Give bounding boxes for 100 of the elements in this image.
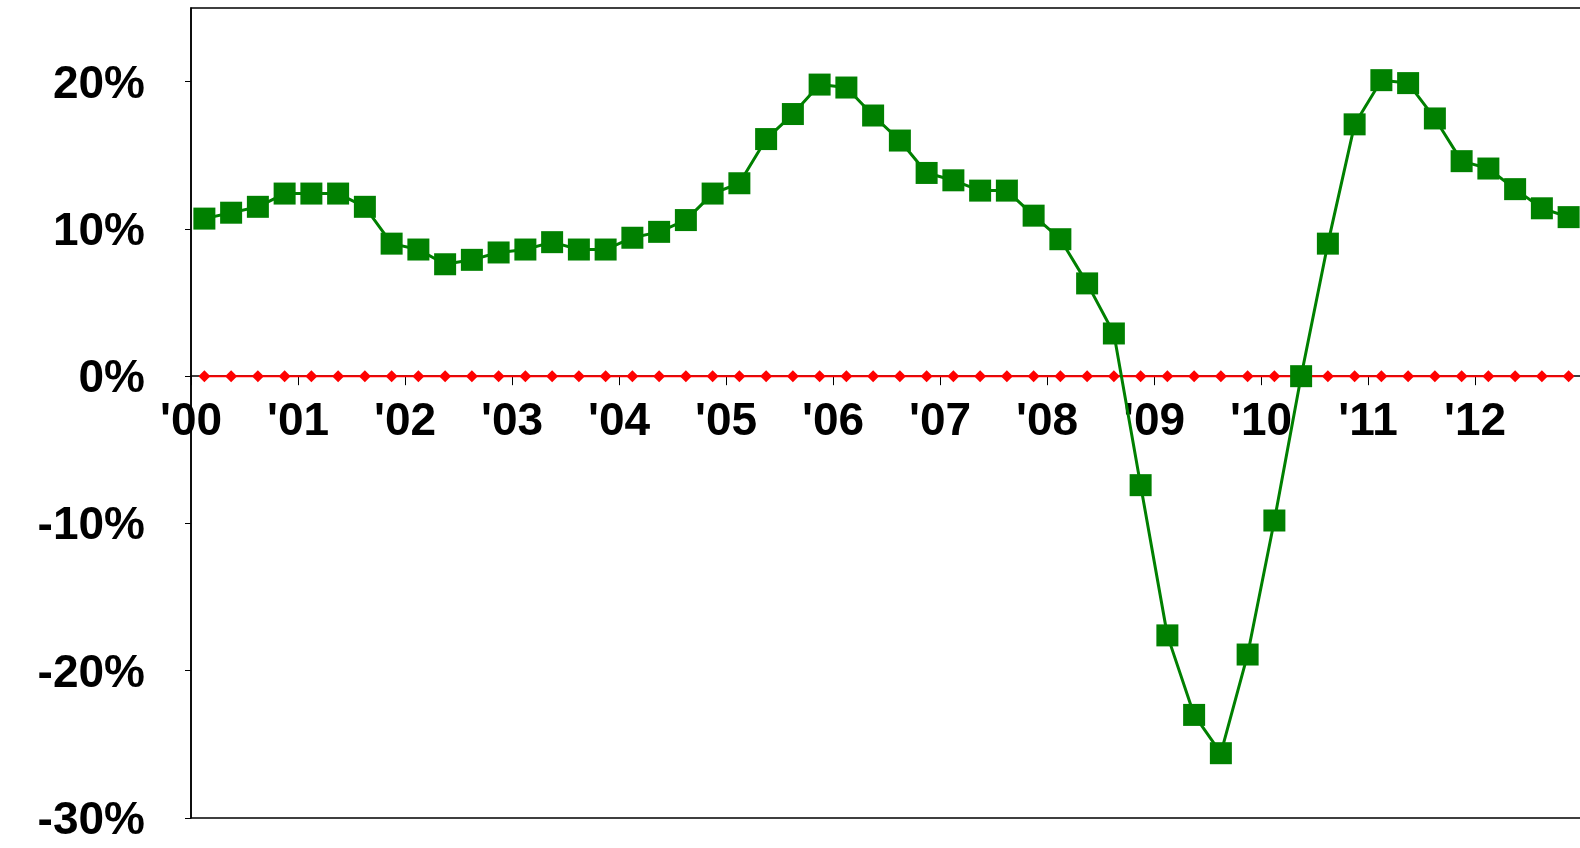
point bbox=[300, 182, 323, 205]
point bbox=[1107, 370, 1120, 383]
point bbox=[1156, 624, 1179, 647]
point bbox=[1423, 107, 1446, 130]
point bbox=[781, 103, 804, 126]
point bbox=[679, 370, 692, 383]
x-tick-label: '07 bbox=[908, 393, 972, 446]
point bbox=[974, 370, 987, 383]
y-tick-label: 20% bbox=[52, 55, 145, 108]
point bbox=[867, 370, 880, 383]
point bbox=[1316, 232, 1339, 255]
point bbox=[439, 370, 452, 383]
point bbox=[273, 182, 296, 205]
point bbox=[947, 370, 960, 383]
point bbox=[1509, 370, 1522, 383]
point bbox=[1134, 370, 1147, 383]
point bbox=[1054, 370, 1067, 383]
point bbox=[385, 370, 398, 383]
point bbox=[701, 182, 724, 205]
point bbox=[786, 370, 799, 383]
point bbox=[1397, 72, 1420, 95]
x-tick-label: '08 bbox=[1015, 393, 1079, 446]
x-tick-label: '01 bbox=[266, 393, 330, 446]
point bbox=[1343, 113, 1366, 136]
point bbox=[1076, 272, 1099, 295]
point bbox=[1535, 370, 1548, 383]
point bbox=[572, 370, 585, 383]
point bbox=[1477, 157, 1500, 180]
point bbox=[567, 238, 590, 261]
point bbox=[1375, 370, 1388, 383]
point bbox=[942, 169, 965, 192]
point bbox=[1236, 643, 1259, 666]
x-tick-label: '04 bbox=[587, 393, 651, 446]
point bbox=[1290, 365, 1313, 388]
point bbox=[1321, 370, 1334, 383]
point bbox=[546, 370, 559, 383]
point bbox=[358, 370, 371, 383]
point bbox=[1482, 370, 1495, 383]
point bbox=[1000, 370, 1013, 383]
point bbox=[434, 253, 457, 276]
point bbox=[246, 195, 269, 218]
point bbox=[1263, 509, 1286, 532]
point bbox=[621, 226, 644, 249]
x-tick-label: '06 bbox=[801, 393, 865, 446]
point bbox=[1504, 178, 1527, 201]
point bbox=[380, 232, 403, 255]
point bbox=[353, 195, 376, 218]
point bbox=[225, 370, 238, 383]
point bbox=[862, 104, 885, 127]
point bbox=[412, 370, 425, 383]
point bbox=[1102, 322, 1125, 345]
x-tick-label: '02 bbox=[373, 393, 437, 446]
point bbox=[332, 370, 345, 383]
point bbox=[1161, 370, 1174, 383]
point bbox=[1081, 370, 1094, 383]
point bbox=[1428, 370, 1441, 383]
point bbox=[1530, 197, 1553, 220]
point bbox=[541, 231, 564, 254]
x-tick-label: '03 bbox=[480, 393, 544, 446]
point bbox=[465, 370, 478, 383]
point bbox=[1129, 474, 1152, 497]
point bbox=[755, 128, 778, 151]
point bbox=[1188, 370, 1201, 383]
point bbox=[760, 370, 773, 383]
point bbox=[835, 76, 858, 99]
y-tick-label: -20% bbox=[37, 644, 145, 697]
point bbox=[220, 201, 243, 224]
point bbox=[514, 238, 537, 261]
point bbox=[407, 238, 430, 261]
point bbox=[1214, 370, 1227, 383]
point bbox=[969, 179, 992, 202]
point bbox=[653, 370, 666, 383]
y-tick-label: -10% bbox=[37, 497, 145, 550]
point bbox=[327, 182, 350, 205]
y-tick-label: 0% bbox=[78, 350, 145, 403]
point bbox=[599, 370, 612, 383]
point bbox=[995, 179, 1018, 202]
point bbox=[594, 238, 617, 261]
point bbox=[1241, 370, 1254, 383]
point bbox=[1348, 370, 1361, 383]
point bbox=[1562, 370, 1575, 383]
point bbox=[813, 370, 826, 383]
point bbox=[1557, 206, 1580, 229]
point bbox=[840, 370, 853, 383]
point bbox=[1455, 370, 1468, 383]
x-tick-label: '05 bbox=[694, 393, 758, 446]
point bbox=[193, 207, 216, 230]
point bbox=[305, 370, 318, 383]
point bbox=[492, 370, 505, 383]
x-tick-label: '11 bbox=[1338, 393, 1398, 446]
point bbox=[888, 129, 911, 152]
x-tick-label: '12 bbox=[1443, 393, 1507, 446]
point bbox=[728, 172, 751, 195]
point bbox=[1022, 204, 1045, 227]
point bbox=[920, 370, 933, 383]
point bbox=[733, 370, 746, 383]
point bbox=[893, 370, 906, 383]
point bbox=[1183, 703, 1206, 726]
point bbox=[251, 370, 264, 383]
point bbox=[1402, 370, 1415, 383]
